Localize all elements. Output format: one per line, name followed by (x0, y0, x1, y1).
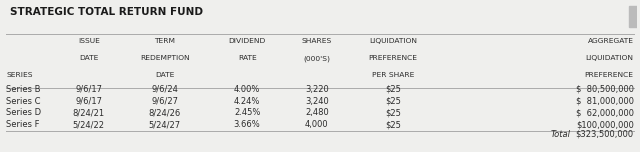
Text: RATE: RATE (238, 55, 257, 61)
Text: $  62,000,000: $ 62,000,000 (575, 108, 634, 117)
Text: DATE: DATE (155, 72, 175, 78)
Text: 5/24/22: 5/24/22 (73, 120, 105, 129)
Text: $25: $25 (385, 97, 401, 106)
Text: $25: $25 (385, 120, 401, 129)
Text: TERM: TERM (154, 38, 175, 44)
Text: Total: Total (550, 130, 570, 139)
Text: $323,500,000: $323,500,000 (575, 130, 634, 139)
Text: AGGREGATE: AGGREGATE (588, 38, 634, 44)
Text: LIQUIDATION: LIQUIDATION (586, 55, 634, 61)
Text: REDEMPTION: REDEMPTION (140, 55, 189, 61)
Bar (629, 6, 637, 27)
Text: SERIES: SERIES (6, 72, 33, 78)
Text: $25: $25 (385, 108, 401, 117)
Text: $  80,500,000: $ 80,500,000 (575, 85, 634, 94)
Text: 4.24%: 4.24% (234, 97, 260, 106)
Text: PER SHARE: PER SHARE (372, 72, 414, 78)
Text: 4.00%: 4.00% (234, 85, 260, 94)
Text: DIVIDEND: DIVIDEND (228, 38, 266, 44)
Text: 3,220: 3,220 (305, 85, 329, 94)
Text: 9/6/27: 9/6/27 (151, 97, 179, 106)
Text: 2.45%: 2.45% (234, 108, 260, 117)
Text: 4,000: 4,000 (305, 120, 329, 129)
Text: Series C: Series C (6, 97, 41, 106)
Text: (000'S): (000'S) (303, 55, 330, 62)
Text: Series F: Series F (6, 120, 40, 129)
Text: ISSUE: ISSUE (78, 38, 100, 44)
Text: $100,000,000: $100,000,000 (576, 120, 634, 129)
Text: LIQUIDATION: LIQUIDATION (369, 38, 417, 44)
Text: 9/6/17: 9/6/17 (76, 85, 102, 94)
Text: 8/24/21: 8/24/21 (73, 108, 105, 117)
Text: PREFERENCE: PREFERENCE (584, 72, 634, 78)
Text: PREFERENCE: PREFERENCE (369, 55, 417, 61)
Text: 9/6/17: 9/6/17 (76, 97, 102, 106)
Text: DATE: DATE (79, 55, 99, 61)
Text: Series D: Series D (6, 108, 42, 117)
Text: 9/6/24: 9/6/24 (151, 85, 178, 94)
Text: SHARES: SHARES (301, 38, 332, 44)
Text: 5/24/27: 5/24/27 (148, 120, 181, 129)
Text: $25: $25 (385, 85, 401, 94)
Text: $  81,000,000: $ 81,000,000 (575, 97, 634, 106)
Text: 2,480: 2,480 (305, 108, 329, 117)
Text: Series B: Series B (6, 85, 41, 94)
Text: 3.66%: 3.66% (234, 120, 260, 129)
Text: 3,240: 3,240 (305, 97, 329, 106)
Text: 8/24/26: 8/24/26 (148, 108, 181, 117)
Text: STRATEGIC TOTAL RETURN FUND: STRATEGIC TOTAL RETURN FUND (10, 7, 202, 17)
